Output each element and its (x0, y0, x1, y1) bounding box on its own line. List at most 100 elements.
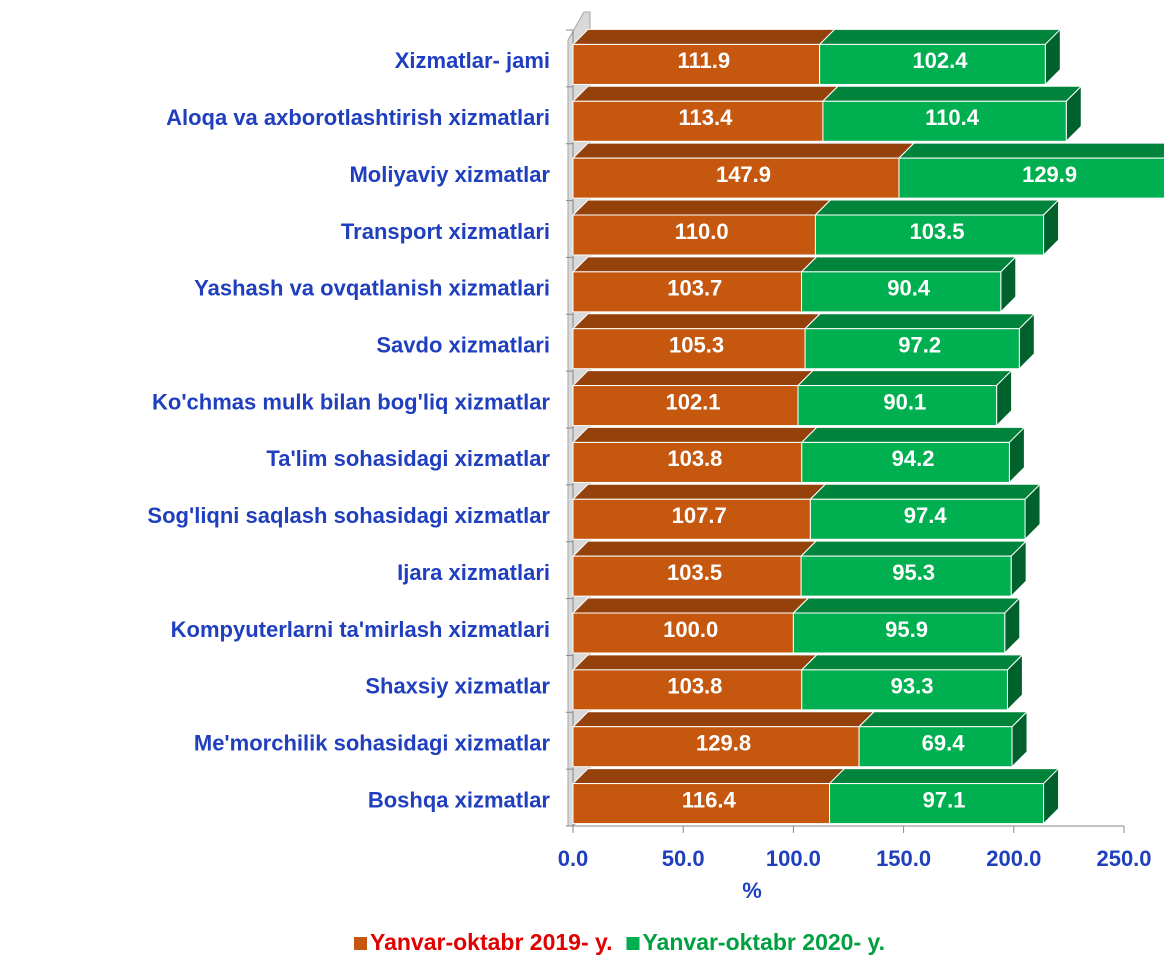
bar-top (571, 199, 832, 216)
y-tick-label: Ta'lim sohasidagi xizmatlar (266, 446, 550, 471)
bar-front (814, 214, 1045, 256)
bar-front (572, 441, 803, 483)
bar-top (792, 597, 1021, 614)
bar-front (801, 271, 1002, 313)
bar-top (814, 199, 1060, 216)
bar-top (818, 28, 1062, 45)
data-label: 102.1 (665, 389, 720, 414)
data-label: 97.4 (904, 503, 948, 528)
y-tick-label: Shaxsiy xizmatlar (365, 674, 550, 699)
bar-top (571, 426, 818, 443)
bar-front (792, 612, 1006, 654)
legend-swatch (626, 937, 640, 950)
bar-top (571, 85, 840, 102)
data-label: 129.8 (696, 731, 751, 756)
data-label: 107.7 (672, 503, 727, 528)
data-label: 94.2 (892, 446, 935, 471)
data-label: 110.0 (675, 219, 729, 244)
data-label: 103.7 (667, 276, 722, 301)
bar-front (572, 100, 824, 142)
bar-top (571, 768, 846, 785)
bar-front (572, 783, 831, 825)
bar (571, 85, 840, 143)
data-label: 97.2 (898, 333, 941, 358)
bar (897, 142, 1164, 199)
bar-top (803, 313, 1036, 330)
bar (828, 767, 1060, 825)
bar-front (809, 498, 1026, 540)
bar-top (571, 256, 818, 273)
bar (814, 198, 1060, 257)
bar-top (571, 654, 818, 671)
data-label: 90.1 (883, 389, 926, 414)
data-label: 103.8 (667, 446, 722, 471)
bar (796, 369, 1013, 427)
bar-front (572, 669, 803, 711)
bar-front (572, 214, 816, 256)
data-label: 103.5 (909, 219, 964, 244)
y-tick-label: Savdo xizmatlari (376, 333, 550, 358)
bar-top (571, 28, 836, 45)
bar-front (801, 669, 1008, 711)
bar (799, 539, 1028, 598)
bar-top (571, 540, 818, 557)
y-tick-label: Xizmatlar- jami (395, 48, 550, 73)
bar (800, 653, 1024, 712)
y-tick-label: Moliyaviy xizmatlar (349, 162, 550, 187)
data-label: 116.4 (682, 787, 737, 812)
y-tick-label: Yashash va ovqatlanish xizmatlari (194, 276, 550, 301)
y-tick-label: Kompyuterlarni ta'mirlash xizmatlari (171, 617, 550, 642)
legend-swatch (354, 937, 367, 950)
data-label: 103.5 (667, 560, 722, 585)
data-label: 97.1 (923, 787, 966, 812)
bar-front (819, 43, 1046, 85)
bar-top (571, 597, 810, 614)
data-label: 100.0 (663, 617, 718, 642)
data-label: 111.9 (677, 48, 730, 73)
bar-front (822, 100, 1067, 142)
bar-front (572, 726, 860, 768)
y-tick-label: Ijara xizmatlari (397, 560, 550, 585)
data-label: 110.4 (925, 105, 980, 130)
bar-top (897, 142, 1164, 159)
bar (571, 483, 827, 541)
x-tick-label: 200.0 (986, 846, 1041, 871)
bar-top (857, 711, 1029, 728)
legend-label: Yanvar-oktabr 2019- y. (370, 929, 612, 955)
data-label: 93.3 (891, 674, 934, 699)
bar-front (572, 328, 806, 370)
bar (792, 596, 1021, 655)
bar (571, 141, 916, 200)
bar (803, 312, 1036, 370)
x-tick-label: 150.0 (876, 846, 931, 871)
data-label: 95.9 (885, 617, 928, 642)
bar (571, 710, 876, 768)
data-label: 105.3 (669, 333, 724, 358)
x-tick-label: 250.0 (1096, 846, 1151, 871)
y-tick-label: Transport xizmatlari (341, 219, 550, 244)
bar-top (796, 370, 1013, 387)
bar-front (804, 328, 1020, 370)
bar-front (572, 271, 803, 313)
data-label: 102.4 (912, 48, 968, 73)
x-tick-label: 0.0 (558, 846, 589, 871)
y-tick-label: Aloqa va axborotlashtirish xizmatlari (166, 105, 550, 130)
bar-top (571, 370, 815, 387)
data-label: 69.4 (922, 731, 966, 756)
bar (857, 710, 1029, 768)
bar-front (800, 555, 1012, 597)
bar-top (571, 313, 822, 330)
data-label: 95.3 (892, 560, 935, 585)
bar-front (572, 157, 900, 199)
bar-top (800, 654, 1024, 671)
x-axis-label: % (742, 878, 762, 903)
y-tick-label: Boshqa xizmatlar (368, 787, 551, 812)
bar (818, 28, 1062, 86)
bar-front (797, 385, 998, 427)
x-tick-label: 50.0 (662, 846, 705, 871)
data-label: 129.9 (1022, 162, 1077, 187)
data-label: 90.4 (887, 276, 931, 301)
x-tick-label: 100.0 (766, 846, 821, 871)
y-tick-label: Me'morchilik sohasidagi xizmatlar (194, 731, 551, 756)
